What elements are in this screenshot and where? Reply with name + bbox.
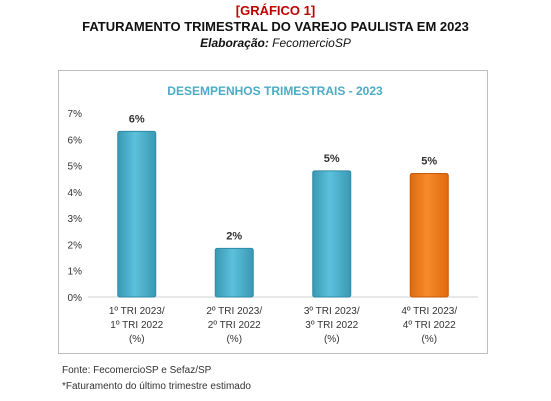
- bar: [214, 247, 254, 298]
- bar: [312, 170, 352, 298]
- x-category-label: (%): [226, 334, 242, 345]
- bar-data-label: 2%: [226, 230, 242, 242]
- y-tick-label: 7%: [68, 109, 83, 120]
- x-category-label: 4º TRI 2022: [403, 320, 456, 331]
- credit-label: Elaboração:: [200, 36, 269, 50]
- y-tick-label: 1%: [68, 267, 83, 278]
- x-category-label: 3º TRI 2023/: [304, 306, 360, 317]
- figure-tag: [GRÁFICO 1]: [235, 3, 316, 18]
- y-tick-label: 3%: [68, 214, 83, 225]
- x-category-label: 3º TRI 2022: [305, 320, 358, 331]
- y-tick-label: 2%: [68, 240, 83, 251]
- x-category-label: (%): [324, 334, 340, 345]
- x-category-label: 1º TRI 2023/: [109, 306, 165, 317]
- credit-value: FecomercioSP: [272, 36, 351, 50]
- y-tick-label: 6%: [68, 135, 83, 146]
- bar: [409, 172, 449, 298]
- bar: [117, 130, 157, 298]
- bar-data-label: 5%: [324, 153, 340, 165]
- source-note: Fonte: FecomercioSP e Sefaz/SP: [62, 365, 212, 376]
- chart-title: DESEMPENHOS TRIMESTRAIS - 2023: [167, 84, 383, 98]
- x-category-label: 2º TRI 2022: [208, 320, 261, 331]
- bar-data-label: 6%: [129, 113, 145, 125]
- x-category-label: (%): [129, 334, 145, 345]
- estimate-note: *Faturamento do último trimestre estimad…: [62, 381, 251, 392]
- y-tick-label: 5%: [68, 162, 83, 173]
- x-category-label: 1º TRI 2022: [110, 320, 163, 331]
- x-category-label: 4º TRI 2023/: [401, 306, 457, 317]
- figure-title: FATURAMENTO TRIMESTRAL DO VAREJO PAULIST…: [82, 19, 469, 34]
- y-tick-label: 0%: [68, 293, 83, 304]
- x-category-label: 2º TRI 2023/: [206, 306, 262, 317]
- bar-data-label: 5%: [421, 155, 437, 167]
- figure-credit: Elaboração: FecomercioSP: [0, 36, 551, 50]
- y-tick-label: 4%: [68, 188, 83, 199]
- x-category-label: (%): [421, 334, 437, 345]
